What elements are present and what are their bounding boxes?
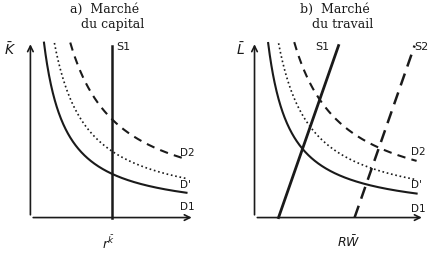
- Text: D2: D2: [180, 148, 194, 159]
- Text: D1: D1: [180, 202, 194, 212]
- Text: D': D': [180, 179, 191, 190]
- Text: $R\bar{W}$: $R\bar{W}$: [336, 234, 360, 250]
- Text: S1: S1: [315, 42, 329, 52]
- Text: $\bar{K}$: $\bar{K}$: [4, 41, 16, 58]
- Title: b)  Marché
    du travail: b) Marché du travail: [295, 3, 372, 31]
- Text: $\bar{L}$: $\bar{L}$: [236, 41, 244, 58]
- Text: D1: D1: [410, 204, 424, 214]
- Title: a)  Marché
    du capital: a) Marché du capital: [65, 3, 144, 31]
- Text: $r^{\bar{k}}$: $r^{\bar{k}}$: [102, 234, 115, 252]
- Text: D2: D2: [410, 147, 424, 157]
- Text: S1: S1: [116, 42, 130, 52]
- Text: D': D': [410, 179, 420, 190]
- Text: S2: S2: [413, 42, 428, 52]
